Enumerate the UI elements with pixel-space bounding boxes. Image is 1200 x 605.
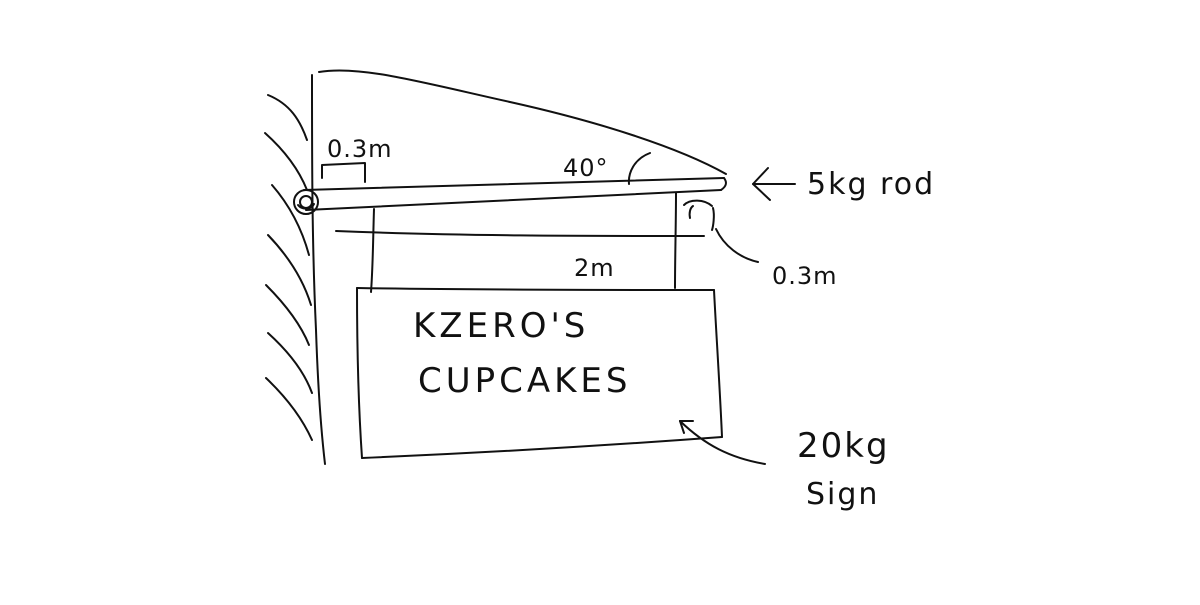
right-length-label: 0.3m [772,262,838,290]
rod [303,177,727,211]
top-length-label: 0.3m [327,135,393,163]
rod-label: 5kg rod [807,167,935,202]
sign-support [335,192,723,459]
sign-mass-label: 20kg [797,426,890,466]
dimension-marks [321,162,715,231]
wall-line [311,74,326,465]
wall-hatching [264,94,313,441]
angle-arc [627,152,651,185]
span-length-label: 2m [574,254,615,282]
sign-line-1: KZERO'S [413,306,589,346]
sign-label: Sign [806,477,879,512]
arrows [679,167,796,465]
sign-line-2: CUPCAKES [418,361,632,401]
angle-label: 40° [563,154,609,182]
support-wire [318,69,727,175]
